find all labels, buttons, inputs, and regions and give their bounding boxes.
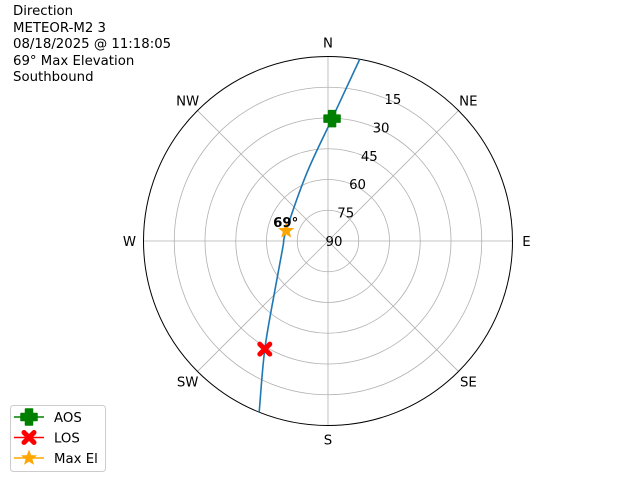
radial-tick-label: 15 [384,93,401,108]
radial-tick-label: 75 [337,207,354,222]
max-elevation-annotation: 69° [273,216,298,231]
radial-tick-label: 60 [349,178,366,193]
legend-frame [10,405,106,472]
max-el-marker [278,222,295,238]
direction-label-e: E [522,235,530,250]
direction-label-se: SE [460,375,477,390]
radial-tick-label: 45 [361,150,378,165]
aos-marker [323,109,341,128]
angular-gridline [327,110,459,242]
title-line: 69° Max Elevation [13,53,135,69]
title-line: METEOR-M2 3 [13,20,106,36]
chart-title: Direction METEOR-M2 3 08/18/2025 @ 11:18… [13,4,171,87]
angular-gridline [197,240,329,372]
direction-label-n: N [323,37,333,52]
radial-tick-label: 30 [373,121,390,136]
angular-gridline [197,110,329,242]
direction-label-sw: SW [177,375,199,390]
satellite-track-line [258,58,361,413]
legend-x-icon [21,430,37,445]
legend: AOS LOS Max El [10,405,106,472]
direction-label-w: W [123,235,136,250]
radial-tick-label: 90 [326,235,343,250]
legend-label: Max El [54,452,98,467]
direction-label-ne: NE [459,95,477,110]
legend-star-icon [20,449,38,465]
legend-label: AOS [54,411,82,426]
title-line: 08/18/2025 @ 11:18:05 [13,37,172,52]
title-line: Direction [13,4,74,19]
los-marker [257,341,273,357]
title-line: Southbound [13,70,94,85]
polar-frame [143,56,513,426]
legend-plus-icon [20,408,38,426]
direction-label-nw: NW [176,95,199,110]
angular-gridline [327,240,459,372]
direction-label-s: S [324,434,332,449]
legend-label: LOS [54,432,80,447]
